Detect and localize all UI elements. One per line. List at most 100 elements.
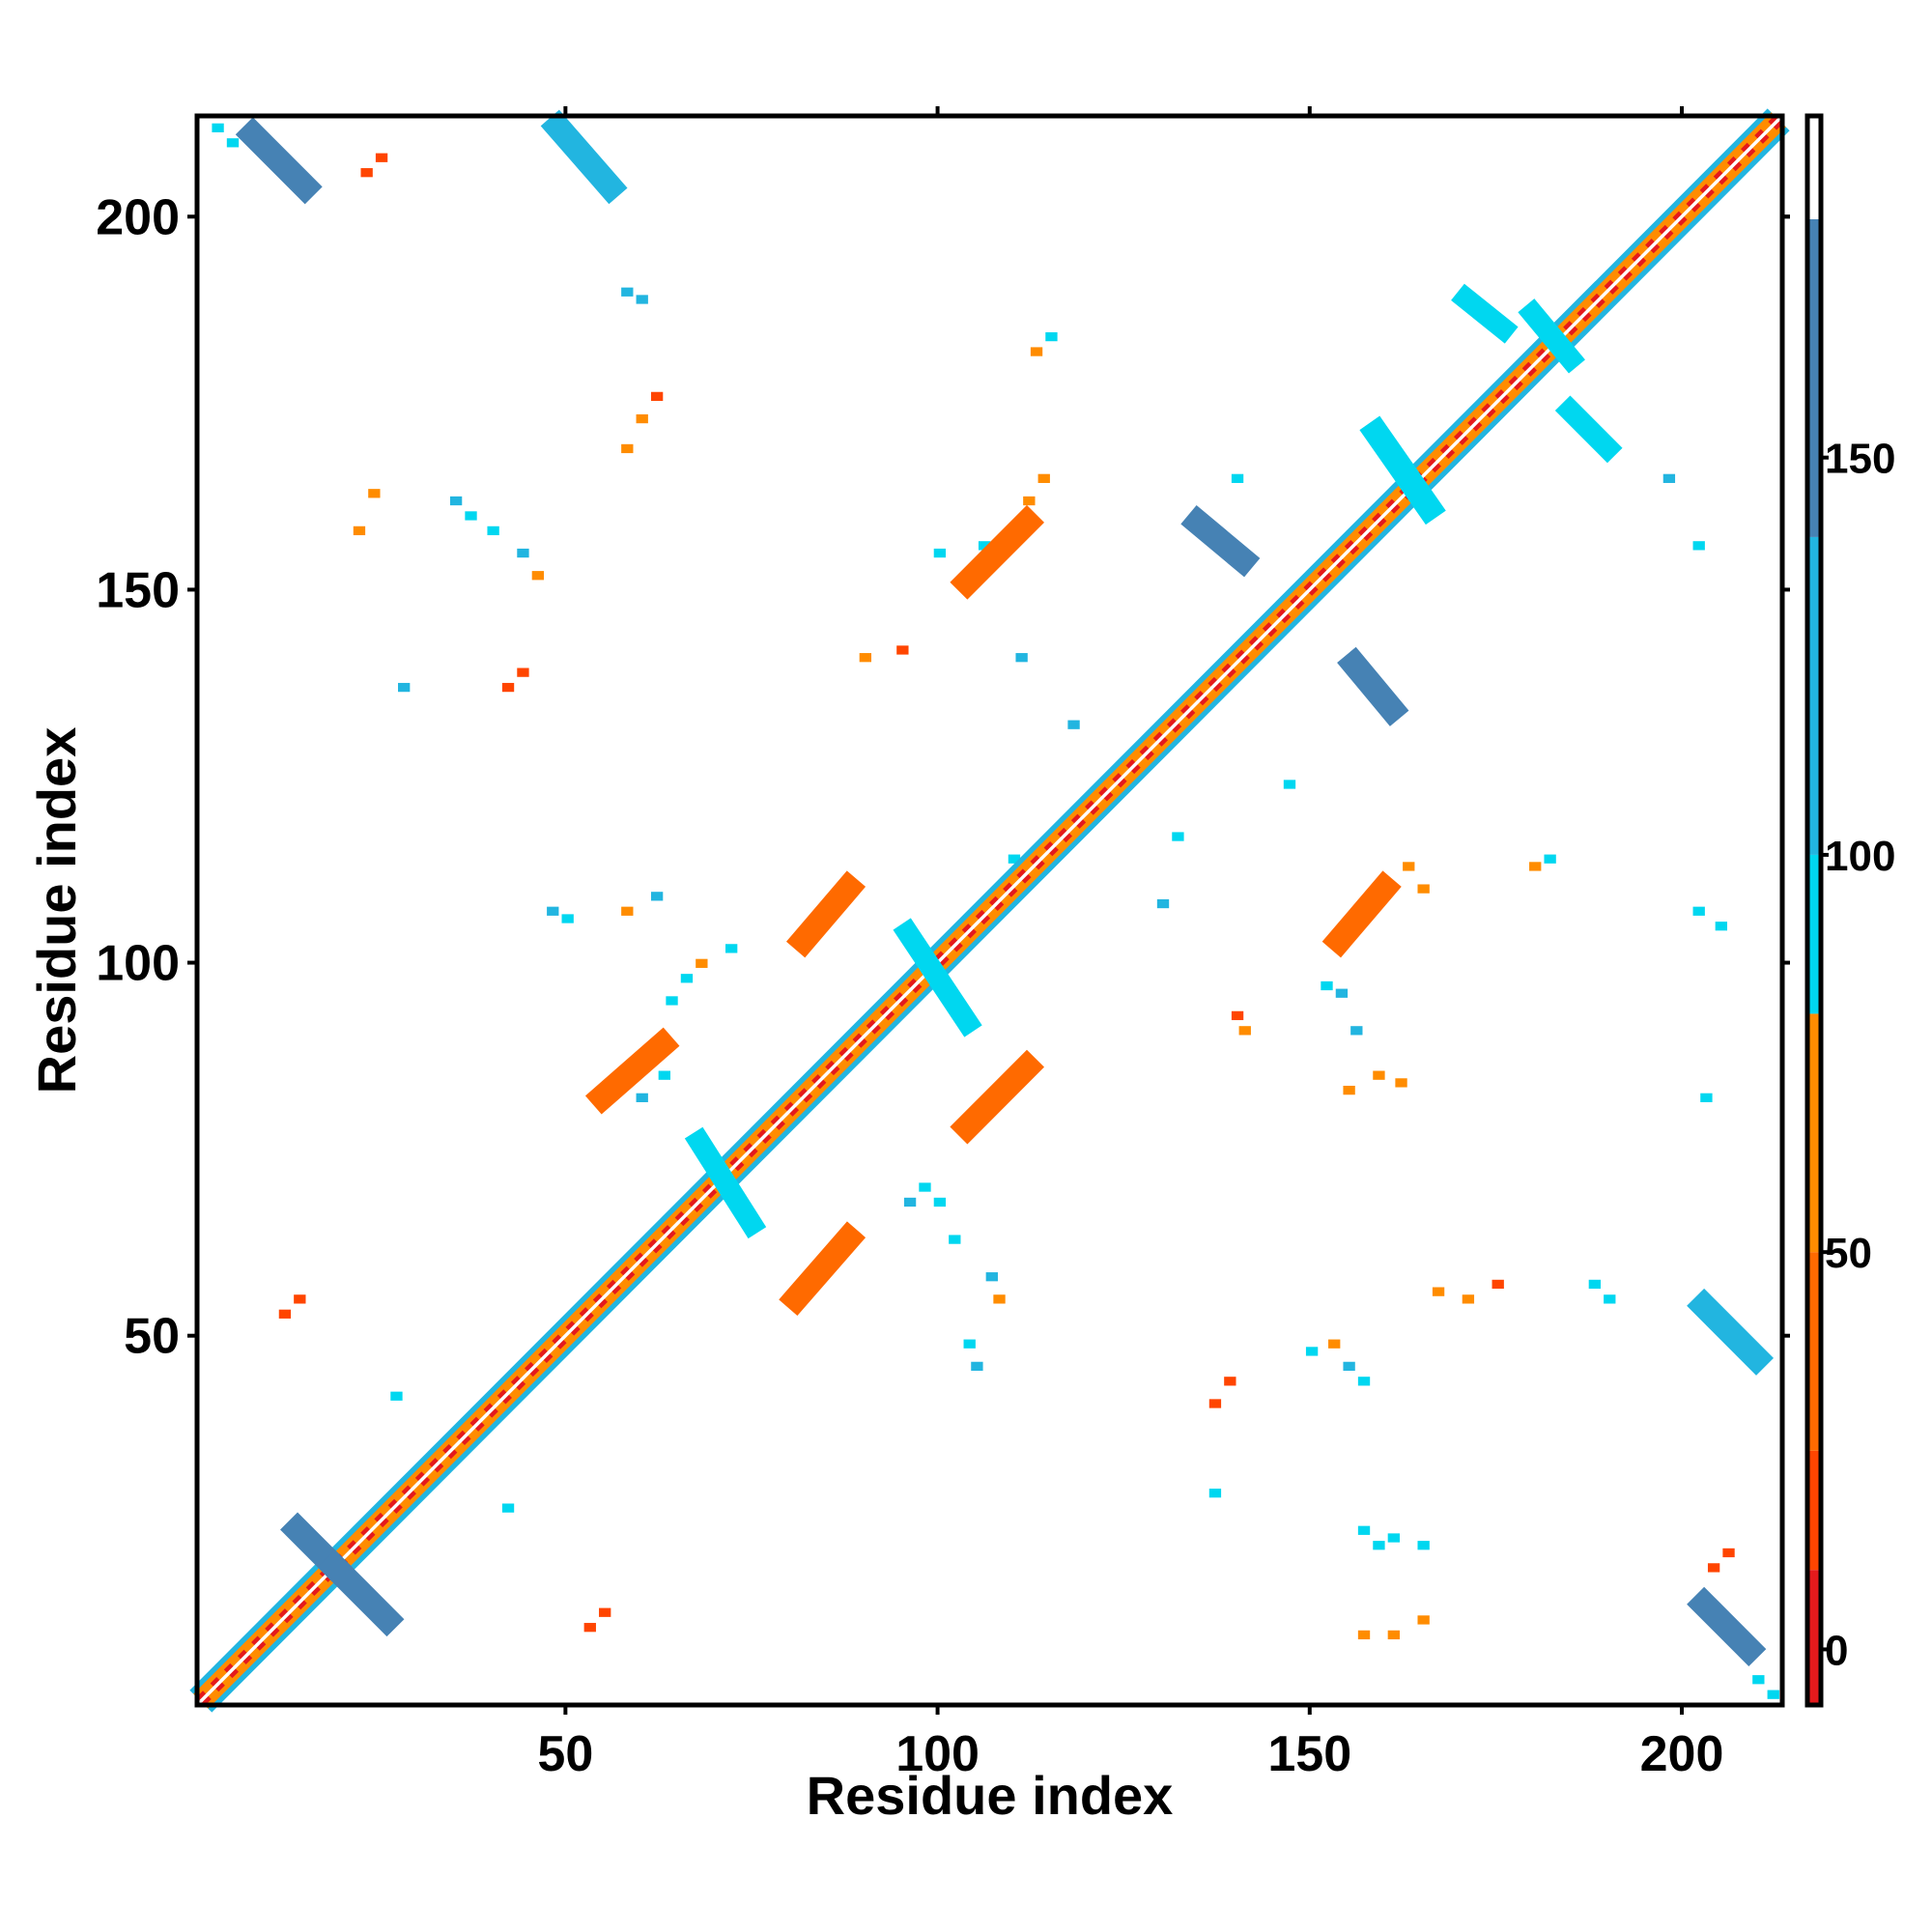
heatmap-cell	[1403, 862, 1415, 871]
heatmap-cell	[1015, 653, 1028, 663]
x-tick-label: 150	[1267, 1726, 1351, 1782]
heatmap-cell	[1335, 988, 1349, 998]
heatmap-cell	[963, 1339, 976, 1349]
heatmap-cell	[599, 1607, 611, 1617]
colorbar: 0 50 100 150	[1782, 113, 1895, 1708]
y-tick-label: 150	[96, 562, 180, 618]
heatmap-cell	[390, 1391, 403, 1401]
heatmap-cell	[1030, 347, 1043, 356]
colorbar-band-1	[1807, 1450, 1821, 1571]
contact-band-8	[950, 504, 1044, 600]
heatmap-cell	[368, 489, 381, 498]
heatmap-cell	[1357, 1630, 1371, 1640]
heatmap-cell	[1700, 1093, 1713, 1102]
heatmap-cell	[1692, 541, 1705, 551]
contact-band-7	[785, 870, 867, 958]
heatmap-cell	[636, 1093, 648, 1102]
x-tick-label: 200	[1640, 1726, 1724, 1782]
contact-band-17	[1518, 298, 1585, 374]
heatmap-cell	[621, 443, 634, 454]
heatmap-cell	[1067, 720, 1080, 729]
contact-band-5	[584, 1027, 680, 1115]
heatmap-cells	[212, 123, 1779, 1699]
colorbar-tick-label: 0	[1825, 1627, 1848, 1674]
x-tick-label: 100	[895, 1726, 980, 1782]
heatmap-cell	[1662, 473, 1676, 483]
y-axis-ticks: 50 100 150 200	[96, 189, 197, 1365]
heatmap-cell	[919, 1182, 931, 1192]
colorbar-band-5	[1807, 536, 1821, 855]
y-tick-label: 200	[96, 189, 180, 245]
heatmap-cell	[666, 996, 678, 1006]
heatmap-cell	[353, 526, 366, 536]
heatmap-cell	[636, 295, 648, 304]
heatmap-cell	[650, 391, 664, 402]
heatmap-cell	[1045, 331, 1058, 342]
heatmap-cell	[1529, 862, 1542, 871]
contact-band-6	[950, 1049, 1044, 1145]
heatmap-cell	[531, 571, 545, 581]
heatmap-cell	[1722, 1548, 1735, 1558]
heatmap-cell	[1305, 1347, 1319, 1356]
heatmap-cell	[1343, 1085, 1355, 1095]
heatmap-cell	[360, 168, 373, 178]
colorbar-tick-label: 50	[1825, 1230, 1872, 1277]
heatmap-cell	[1462, 1294, 1475, 1304]
heatmap-cell	[1224, 1377, 1236, 1386]
heatmap-cell	[971, 1361, 983, 1372]
heatmap-cell	[1008, 854, 1021, 864]
heatmap-cell	[1357, 1377, 1371, 1386]
colorbar-band-7	[1807, 116, 1821, 219]
heatmap-cell	[212, 123, 224, 132]
heatmap-cell	[1767, 1690, 1779, 1699]
heatmap-cell	[1417, 1615, 1430, 1625]
heatmap-cell	[903, 1197, 917, 1208]
contact-band-4	[779, 1221, 867, 1317]
y-axis-title: Residue index	[26, 727, 87, 1094]
heatmap-cell	[658, 1070, 670, 1080]
plot-frame	[194, 113, 1785, 1708]
heatmap-cell	[1350, 1026, 1363, 1036]
y-tick-label: 100	[96, 936, 180, 992]
heatmap-cell	[449, 496, 463, 506]
heatmap-cell	[933, 548, 947, 558]
heatmap-cell	[680, 974, 694, 983]
heatmap-cell	[985, 1272, 998, 1282]
heatmap-cell	[1588, 1279, 1602, 1290]
heatmap-cell	[1395, 1078, 1407, 1088]
heatmap-cell	[949, 1235, 961, 1244]
heatmap-cell	[487, 526, 499, 536]
heatmap-cell	[1328, 1339, 1341, 1349]
heatmap-cell	[1373, 1541, 1385, 1550]
heatmap-cell	[1231, 473, 1244, 483]
heatmap-cell	[1387, 1533, 1401, 1543]
heatmap-contact-bands	[189, 108, 1790, 1713]
x-tick-label: 50	[537, 1726, 593, 1782]
colorbar-band-2	[1807, 1252, 1821, 1451]
contact-band-18	[1451, 283, 1519, 344]
heatmap-cell	[1492, 1279, 1504, 1290]
heatmap-cell	[1343, 1361, 1355, 1372]
colorbar-frame	[1804, 113, 1824, 1708]
heatmap-cell	[636, 413, 648, 424]
heatmap-cell	[1715, 922, 1727, 931]
heatmap-cell	[650, 892, 664, 901]
heatmap-cell	[1752, 1675, 1765, 1685]
heatmap-cell	[993, 1294, 1006, 1304]
heatmap-cell	[1432, 1287, 1445, 1296]
heatmap-cell	[1156, 898, 1170, 909]
contact-band-1	[317, 1549, 405, 1637]
heatmap-cell	[933, 1197, 947, 1208]
heatmap-cell	[501, 682, 515, 693]
y-tick-label: 50	[124, 1309, 180, 1365]
heatmap-cell	[465, 511, 477, 521]
contact-band-2	[235, 117, 323, 205]
heatmap-cell	[1037, 473, 1050, 483]
heatmap-cell	[1231, 1010, 1244, 1021]
heatmap-cell	[1417, 884, 1430, 894]
diagonal-band-core	[199, 118, 1780, 1703]
contact-band-13	[1687, 1586, 1767, 1667]
x-axis-title: Residue index	[807, 1765, 1174, 1826]
contact-band-12	[1687, 1288, 1775, 1376]
